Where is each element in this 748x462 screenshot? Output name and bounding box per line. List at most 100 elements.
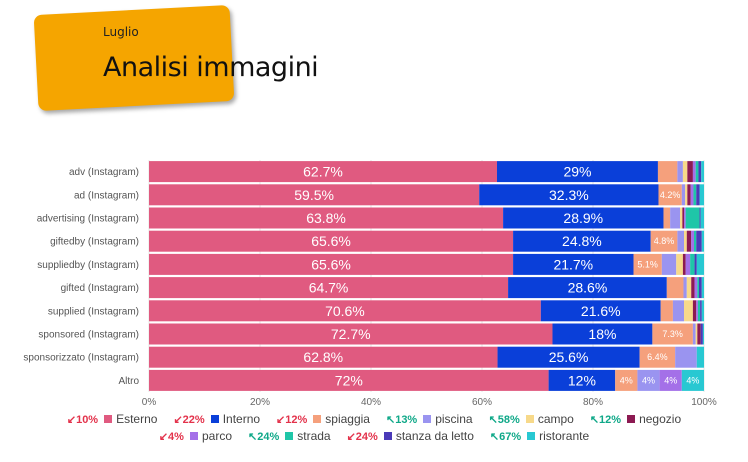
bar-segment-spiaggia (650, 230, 678, 252)
bar-segment-ristorante (696, 346, 704, 368)
bar-segment-spiaggia (660, 300, 673, 322)
category-label: suppliedby (Instagram) (37, 260, 139, 271)
bar-segment-campo (684, 300, 693, 322)
legend-swatch (189, 432, 198, 440)
bar-segment-negozio (686, 230, 692, 252)
bar-segment-Esterno (149, 300, 541, 322)
data-label: 4% (686, 375, 699, 385)
data-label: 62.8% (303, 349, 343, 365)
bar-segment-Esterno (149, 230, 514, 252)
legend-label: stanza da letto (395, 429, 474, 443)
legend-label: spiaggia (325, 412, 370, 426)
bar-segment-Esterno (149, 346, 498, 368)
bar-segment-strada (695, 161, 699, 183)
trend-up-icon: ↖12% (589, 413, 622, 426)
bar-segment-negozio (692, 300, 697, 322)
data-label: 72.7% (331, 326, 371, 342)
legend-swatch (383, 432, 392, 440)
bar-segment-spiaggia (633, 253, 662, 275)
bar-segment-Interno (513, 253, 634, 275)
bar-segment-piscina (637, 369, 660, 391)
bar-segment-stanza-da-letto (696, 230, 702, 252)
category-label: giftedby (Instagram) (50, 237, 139, 248)
bar-segment-Interno (496, 161, 658, 183)
bar-segment-spiaggia (666, 277, 684, 299)
bar-segment-negozio (687, 184, 691, 206)
bar-segment-strada (690, 253, 695, 275)
legend-label: piscina (435, 412, 473, 426)
bar-segment-piscina (681, 184, 686, 206)
x-tick-label: 0% (142, 397, 157, 408)
legend-item: ↖67% ristorante (490, 429, 589, 443)
legend-item: ↖58% campo (489, 412, 574, 426)
x-tick-label: 100% (691, 397, 717, 408)
category-label: ad (Instagram) (74, 190, 139, 201)
data-label: 65.6% (311, 256, 351, 272)
bar-segment-campo (695, 323, 698, 345)
data-label: 18% (588, 326, 616, 342)
bar-segment-spiaggia (639, 346, 676, 368)
data-label: 72% (335, 372, 363, 388)
legend-swatch (210, 415, 219, 423)
data-label: 70.6% (325, 303, 365, 319)
chart-legend: ↙10% Esterno ↙22% Interno ↙12% spiaggia ↖13% pi… (20, 412, 728, 443)
bar-segment-stanza-da-letto (694, 253, 697, 275)
bar-segment-spiaggia (663, 207, 671, 229)
legend-swatch (525, 415, 534, 423)
bar-segment-Interno (508, 277, 667, 299)
legend-label: parco (201, 429, 232, 443)
bar-segment-negozio (682, 253, 686, 275)
x-tick-label: 80% (583, 397, 603, 408)
header-title: Analisi immagini (103, 52, 319, 83)
trend-up-icon: ↖24% (248, 430, 280, 443)
bar-segment-parco (685, 253, 691, 275)
data-label: 4% (664, 375, 677, 385)
data-label: 59.5% (294, 187, 334, 203)
bar-segment-Esterno (149, 253, 514, 275)
bar-segment-ristorante (701, 300, 704, 322)
legend-label: Esterno (116, 412, 158, 426)
bar-segment-parco (692, 161, 696, 183)
x-tick-label: 40% (361, 397, 381, 408)
bar-segment-Interno (552, 323, 653, 345)
bar-segment-spiaggia (615, 369, 638, 391)
data-label: 4.2% (660, 190, 681, 200)
data-label: 64.7% (309, 280, 349, 296)
data-label: 63.8% (306, 210, 346, 226)
bar-segment-stanza-da-letto (699, 207, 701, 229)
bar-segment-Interno (503, 207, 664, 229)
trend-up-icon: ↖13% (385, 413, 418, 426)
legend-swatch (527, 432, 536, 440)
legend-swatch (104, 415, 113, 423)
legend-swatch (627, 415, 636, 423)
bar-segment-ristorante (701, 161, 704, 183)
bar-segment-ristorante (696, 253, 704, 275)
bar-segment-Interno (497, 346, 640, 368)
data-label: 21.6% (581, 303, 621, 319)
data-label: 24.8% (562, 233, 602, 249)
bar-segment-stanza-da-letto (699, 277, 702, 299)
legend-label: strada (297, 429, 331, 443)
bar-segment-ristorante (681, 369, 704, 391)
bar-segment-parco (691, 230, 695, 252)
legend-swatch (285, 432, 294, 440)
category-label: supplied (Instagram) (48, 306, 139, 317)
bar-segment-Interno (540, 300, 661, 322)
data-label: 4% (620, 375, 633, 385)
bar-segment-spiaggia (652, 323, 693, 345)
bar-segment-strada (694, 230, 697, 252)
category-label: gifted (Instagram) (61, 283, 139, 294)
bar-segment-campo (685, 184, 688, 206)
bar-segment-spiaggia (658, 184, 682, 206)
legend-item: ↙10% Esterno (67, 412, 158, 426)
bar-segment-strada (697, 300, 701, 322)
bar-segment-campo (686, 277, 692, 299)
bar-segment-ristorante (701, 230, 704, 252)
bar-segment-parco (690, 184, 694, 206)
bar-segment-spiaggia (657, 161, 678, 183)
bar-segment-parco (696, 300, 698, 322)
data-label: 6.4% (647, 352, 668, 362)
legend-label: negozio (639, 412, 682, 426)
bar-segment-Interno (548, 369, 616, 391)
bar-segment-negozio (687, 161, 693, 183)
